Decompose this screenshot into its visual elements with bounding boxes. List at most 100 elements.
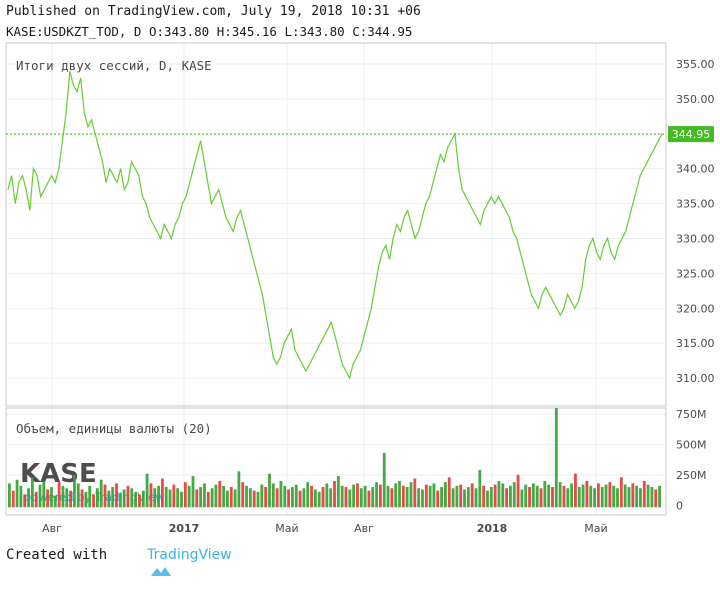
volume-bar: [206, 491, 210, 508]
price-tick-label: 330.00: [676, 232, 715, 245]
volume-bar: [99, 479, 103, 508]
volume-bar: [551, 487, 554, 508]
volume-bar: [149, 483, 153, 508]
price-tick-label: 325.00: [676, 267, 715, 280]
volume-bar: [516, 474, 520, 508]
volume-bar: [226, 490, 229, 508]
volume-bar: [619, 477, 623, 508]
volume-bar: [539, 488, 543, 508]
volume-bar: [451, 488, 455, 508]
grid: [6, 43, 666, 515]
volume-bar: [279, 480, 283, 508]
volume-bar: [512, 482, 516, 508]
volume-bar: [642, 480, 646, 508]
created-with-label: Created with: [6, 547, 108, 563]
volume-bar: [482, 485, 486, 508]
volume-bar: [627, 487, 631, 508]
price-pane-title: Итоги двух сессий, D, KASE: [16, 58, 212, 73]
footer: Created with TradingView: [6, 547, 232, 576]
volume-bar: [547, 484, 551, 508]
time-tick-label: Май: [584, 522, 607, 535]
chart-canvas[interactable]: KASE powered by TradingView 310.00315.00…: [0, 0, 720, 575]
volume-bar: [531, 483, 535, 508]
volume-bar: [604, 484, 608, 508]
volume-bar: [635, 485, 639, 508]
volume-bar: [210, 488, 214, 508]
volume-bar: [486, 490, 489, 508]
price-axis[interactable]: 310.00 315.00 320.00 325.00 330.00 335.00 340.…: [668, 58, 715, 385]
volume-bar: [497, 480, 501, 508]
volume-bar: [371, 487, 375, 508]
volume-bar: [27, 488, 30, 508]
volume-bar: [566, 488, 570, 508]
volume-bar: [180, 491, 183, 508]
volume-bar: [543, 480, 547, 508]
volume-bar: [164, 487, 168, 508]
volume-bar: [359, 488, 363, 508]
volume-bar: [600, 487, 604, 508]
volume-bar: [405, 487, 409, 508]
volume-bar: [222, 485, 225, 508]
volume-bar: [233, 489, 237, 508]
volume-bar: [46, 489, 50, 508]
volume-bar: [474, 488, 478, 508]
volume-bar: [505, 488, 509, 508]
time-tick-label: 2017: [169, 522, 200, 535]
volume-bar: [160, 478, 164, 508]
volume-bar: [325, 483, 329, 508]
volume-axis[interactable]: 0 250M 500M 750M: [676, 408, 707, 512]
volume-bar: [501, 483, 505, 508]
volume-pane[interactable]: [5, 407, 667, 516]
volume-bar: [103, 484, 107, 508]
volume-bar: [585, 480, 589, 508]
volume-bar: [256, 491, 260, 508]
volume-bar: [191, 476, 195, 508]
volume-bar: [153, 488, 157, 508]
volume-bar: [138, 494, 141, 508]
volume-bar: [554, 408, 558, 508]
volume-bar: [421, 489, 424, 508]
volume-bar: [329, 488, 333, 508]
time-axis[interactable]: Авг 2017 Май Авг 2018 Май: [42, 522, 608, 535]
time-tick-label: Май: [275, 522, 298, 535]
symbol-info: KASE:USDKZT_TOD, D O:343.80 H:345.16 L:3…: [6, 24, 412, 39]
volume-bar: [176, 488, 180, 508]
price-pane[interactable]: [5, 42, 667, 407]
volume-bar: [275, 488, 279, 508]
volume-bar: [248, 488, 252, 508]
volume-bar: [283, 485, 287, 508]
volume-bar: [73, 474, 76, 508]
volume-bar: [69, 490, 73, 508]
volume-bar: [313, 489, 317, 508]
volume-bar: [145, 473, 149, 508]
volume-bar: [581, 484, 585, 508]
volume-bar: [440, 487, 443, 508]
volume-bar: [378, 484, 382, 508]
volume-bar: [478, 470, 482, 508]
last-price-label: 344.95: [672, 128, 711, 141]
volume-bar: [363, 485, 367, 508]
volume-bar: [459, 484, 463, 508]
volume-bar: [172, 484, 176, 508]
volume-bar: [344, 487, 348, 508]
volume-bar: [260, 484, 264, 508]
ticker-label: KASE:USDKZT_TOD, D: [6, 24, 142, 39]
volume-bar: [596, 483, 600, 508]
volume-bar: [50, 487, 53, 508]
tradingview-brand-link[interactable]: TradingView: [147, 547, 232, 563]
volume-bar: [650, 487, 654, 508]
volume-bar: [336, 476, 340, 508]
volume-bar: [413, 478, 417, 508]
volume-bar: [157, 485, 160, 508]
volume-bar: [352, 484, 356, 508]
volume-bar: [574, 473, 577, 508]
volume-bar: [390, 488, 394, 508]
volume-bar: [245, 485, 248, 508]
volume-bar: [646, 484, 650, 508]
volume-bar: [168, 489, 172, 508]
volume-bar: [417, 488, 421, 508]
tradingview-cloud-icon[interactable]: [115, 548, 171, 576]
volume-bar: [409, 482, 413, 508]
price-tick-label: 355.00: [676, 58, 715, 71]
volume-bar: [134, 491, 138, 508]
